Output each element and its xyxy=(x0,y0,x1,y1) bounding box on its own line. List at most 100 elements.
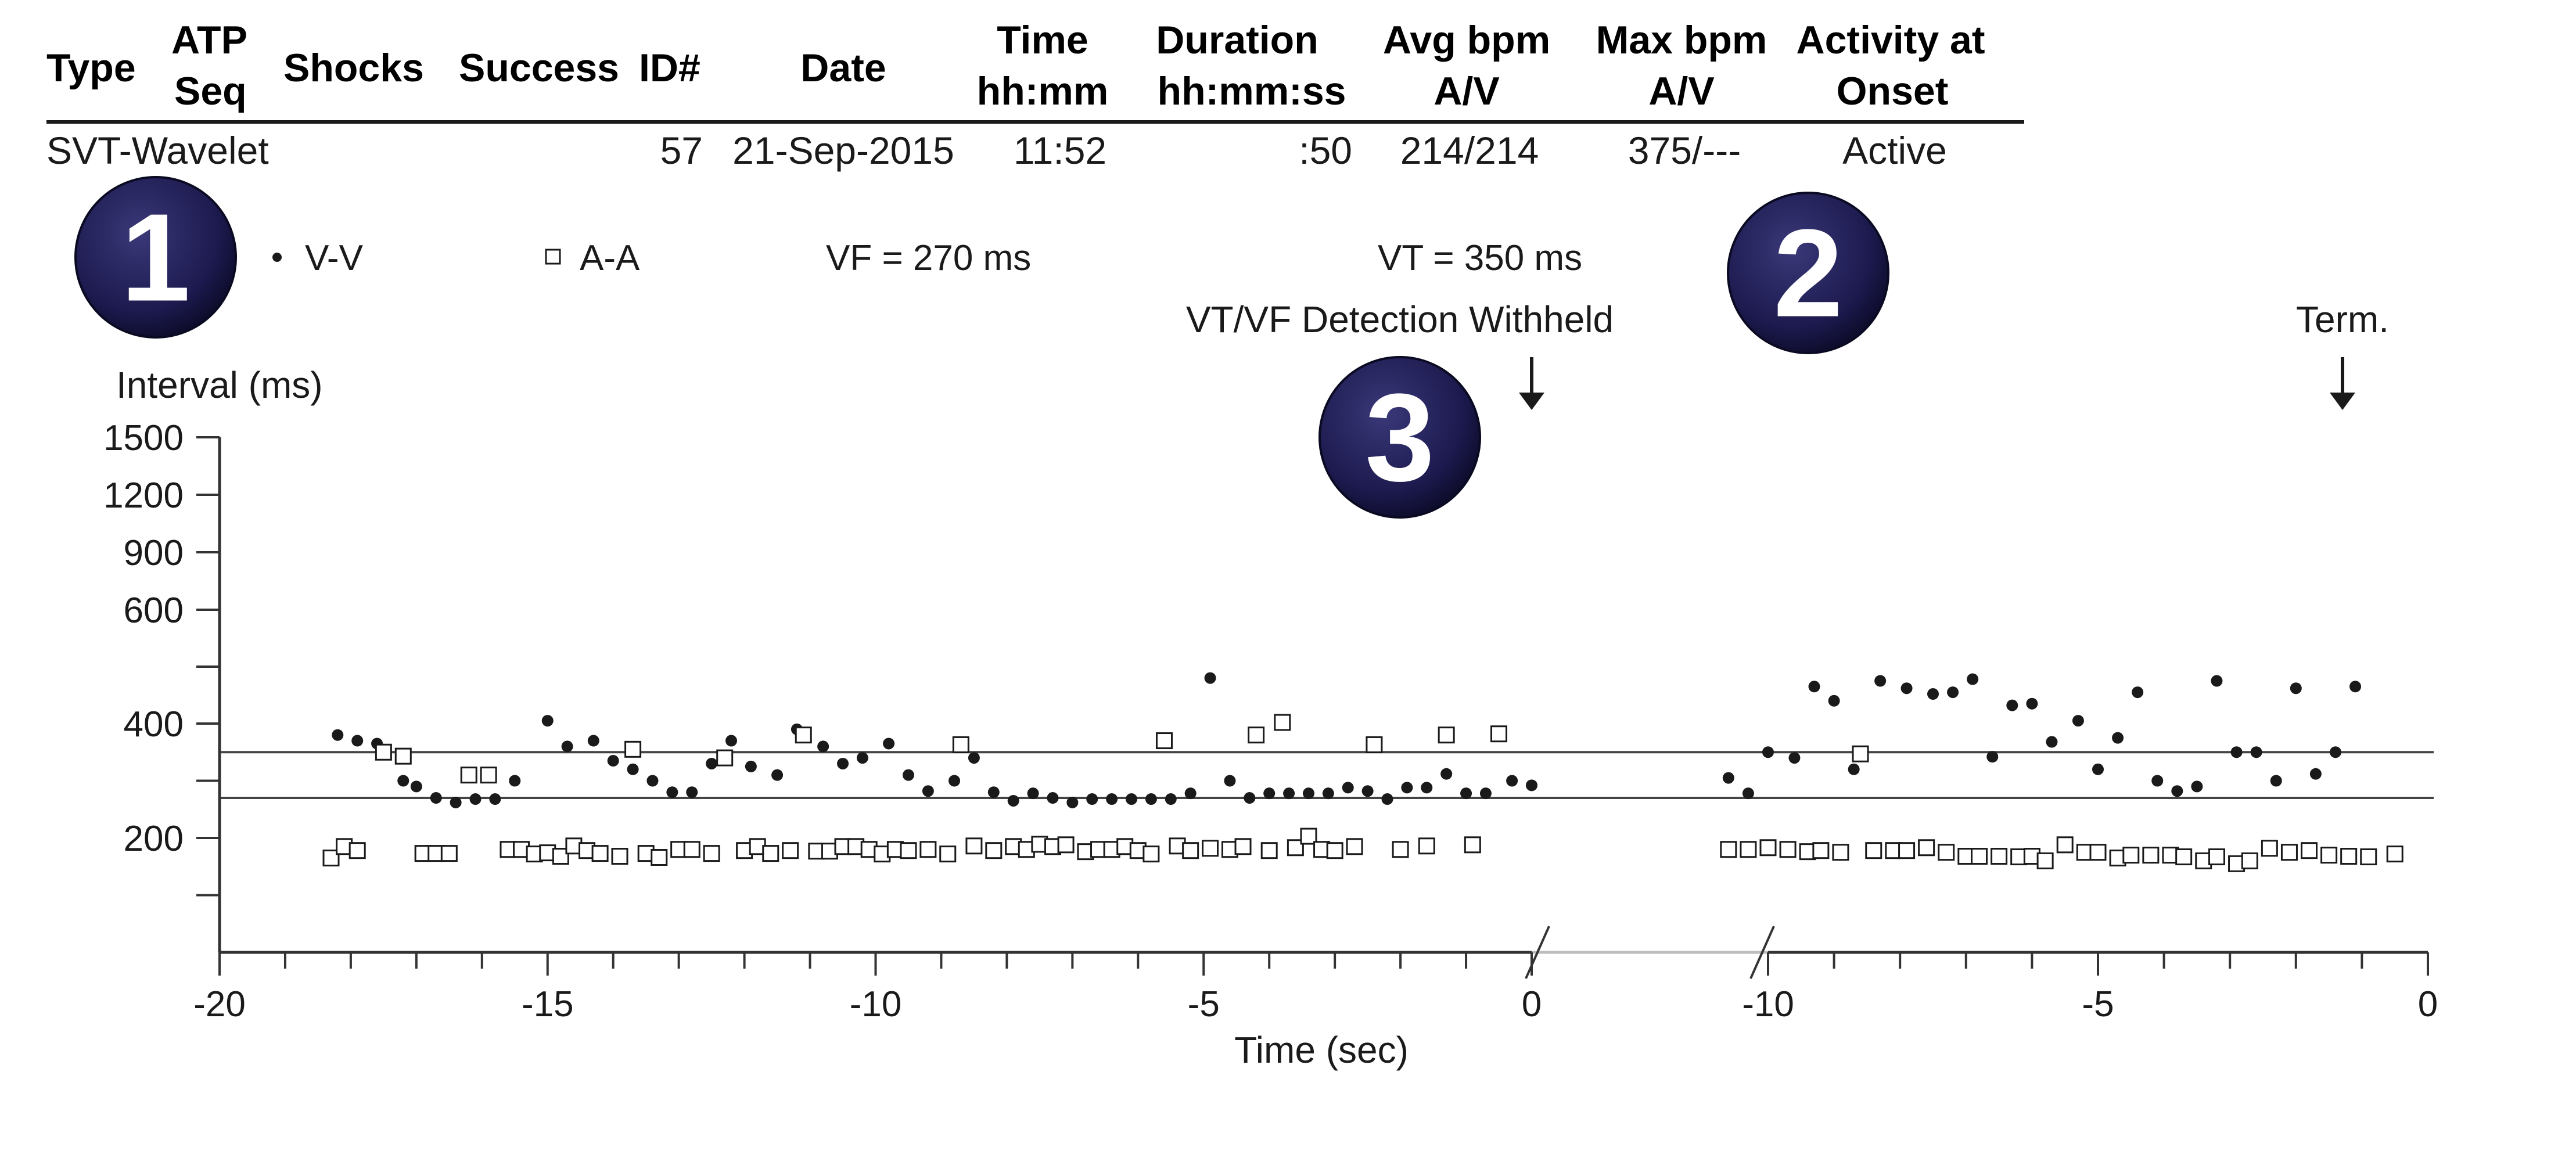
vv-point xyxy=(469,793,482,805)
vv-point xyxy=(856,752,868,764)
col-header-avg-bpm-line2: A/V xyxy=(1433,69,1499,113)
vv-point xyxy=(2309,768,2322,780)
aa-point xyxy=(2208,848,2225,866)
x-tick-label: -5 xyxy=(2082,984,2114,1024)
vv-point xyxy=(1828,695,1840,707)
badge-2-label: 2 xyxy=(1773,203,1843,343)
aa-point xyxy=(1865,842,1882,859)
aa-point xyxy=(1898,842,1916,859)
col-header-max-bpm-line1: Max bpm xyxy=(1596,18,1767,62)
aa-point xyxy=(2261,840,2278,857)
vv-point xyxy=(1526,779,1537,792)
series-v-v-panel-1 xyxy=(332,672,1537,808)
vv-point xyxy=(1302,787,1314,800)
vv-point xyxy=(2006,699,2018,711)
vv-point xyxy=(1742,787,1754,800)
aa-point xyxy=(1918,839,1935,857)
col-header-activity-line2: Onset xyxy=(1837,69,1949,113)
vv-point xyxy=(902,769,914,781)
vv-point xyxy=(2171,785,2183,797)
vv-point xyxy=(1401,782,1413,794)
annotation-arrows xyxy=(1519,357,2355,410)
vv-point xyxy=(351,735,364,747)
badge-1: 1 xyxy=(74,176,237,339)
y-tick-label: 1500 xyxy=(103,418,184,458)
aa-point xyxy=(1832,844,1849,861)
vv-point xyxy=(627,763,639,775)
vv-point xyxy=(2151,775,2164,787)
vv-point xyxy=(1165,793,1177,805)
vv-point xyxy=(706,757,718,769)
vv-point xyxy=(1421,782,1433,794)
vv-point xyxy=(1722,772,1734,784)
axis-break-mark-right xyxy=(1749,926,1775,979)
aa-point xyxy=(795,726,812,744)
aa-point xyxy=(440,845,458,862)
cell-time: 11:52 xyxy=(1014,129,1106,172)
vv-point xyxy=(1967,673,1979,685)
aa-point xyxy=(1143,846,1160,863)
col-header-time-line2: hh:mm xyxy=(977,69,1109,113)
vv-point xyxy=(410,780,422,793)
axis-break-mark-left xyxy=(1525,926,1550,979)
aa-point xyxy=(1326,842,1343,859)
x-tick-label: 0 xyxy=(2418,984,2438,1024)
vv-point xyxy=(2230,746,2243,758)
x-tick-label: -10 xyxy=(850,984,902,1024)
cell-duration: :50 xyxy=(1299,129,1352,172)
y-tick-label: 1200 xyxy=(103,476,184,516)
vv-point xyxy=(1506,775,1518,787)
aa-point xyxy=(2320,847,2338,864)
term-label: Term. xyxy=(2296,298,2389,340)
aa-point xyxy=(460,767,477,784)
aa-point xyxy=(762,845,779,862)
aa-point xyxy=(2122,847,2140,864)
aa-point xyxy=(782,842,799,859)
aa-point xyxy=(1464,836,1481,854)
vv-point xyxy=(607,755,619,767)
vv-point xyxy=(2290,682,2302,695)
aa-point xyxy=(1991,848,2008,865)
vv-point xyxy=(1848,763,1860,775)
x-tick-label: 0 xyxy=(1522,984,1542,1024)
aa-point xyxy=(591,845,609,862)
col-header-duration-line1: Duration xyxy=(1156,18,1318,62)
vv-point xyxy=(1283,787,1295,800)
aa-point xyxy=(349,842,366,859)
vv-point xyxy=(561,740,573,753)
aa-point xyxy=(900,842,917,859)
vv-point xyxy=(1927,688,1939,700)
vv-point xyxy=(509,775,521,787)
vv-point xyxy=(837,757,849,769)
vv-point xyxy=(1204,672,1216,684)
aa-point xyxy=(1274,714,1291,731)
aa-point xyxy=(683,841,700,858)
col-header-date: Date xyxy=(800,46,886,90)
vv-point xyxy=(450,796,462,808)
aa-point xyxy=(716,749,734,767)
legend-vf-label: VF = 270 ms xyxy=(826,238,1031,278)
aa-point xyxy=(2386,846,2403,863)
cell-avg-bpm: 214/214 xyxy=(1400,129,1539,172)
vv-point xyxy=(1381,793,1393,805)
vv-point xyxy=(1440,768,1453,780)
vv-point xyxy=(587,735,599,747)
vv-point xyxy=(771,769,784,781)
vv-point xyxy=(968,752,980,764)
cell-date: 21-Sep-2015 xyxy=(732,129,954,172)
annotations: VT/VF Detection Withheld Term. xyxy=(1186,298,2389,340)
vv-point xyxy=(2191,780,2203,793)
aa-point xyxy=(1260,842,1278,859)
vv-point xyxy=(2211,675,2223,687)
col-header-max-bpm-line2: A/V xyxy=(1648,69,1714,113)
aa-point xyxy=(1155,732,1173,750)
vv-point xyxy=(1808,681,1820,693)
aa-point xyxy=(2241,852,2258,869)
aa-point xyxy=(2280,844,2298,861)
vv-point xyxy=(1900,682,1913,695)
vv-point xyxy=(1145,793,1157,805)
aa-point xyxy=(1202,840,1219,857)
vv-point xyxy=(1224,775,1236,787)
legend-vv-label: V-V xyxy=(305,238,364,278)
vv-point xyxy=(2250,746,2262,758)
